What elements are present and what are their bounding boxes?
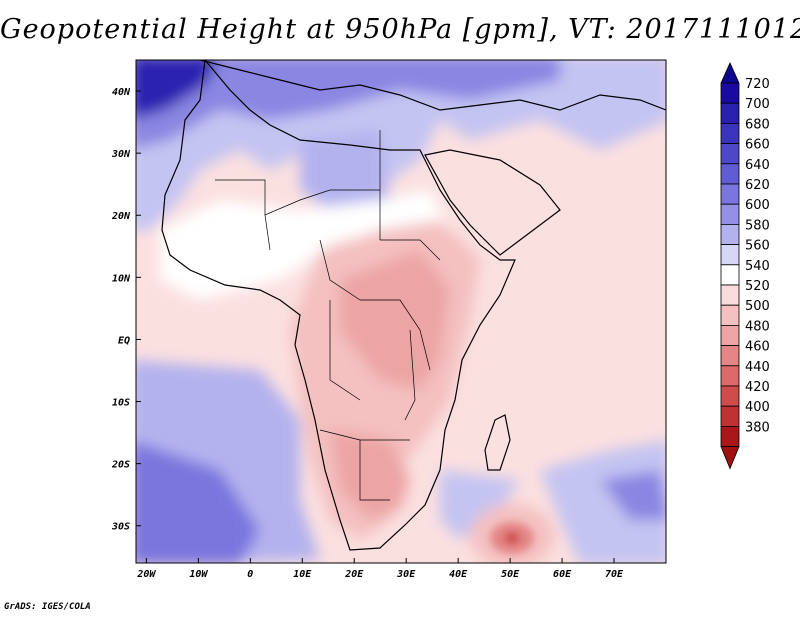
x-tick-label: 50E <box>501 569 520 580</box>
y-tick-label: 10N <box>112 273 131 284</box>
colorbar-label: 460 <box>745 340 770 355</box>
colorbar-swatch <box>720 385 740 407</box>
x-axis: 20W 10W 0 10E 20E 30E 40E 50E 60E 70E <box>136 558 624 580</box>
colorbar-swatch <box>720 102 740 124</box>
arabia-coastline <box>424 149 561 256</box>
map-frame <box>135 59 667 564</box>
x-tick-label: 40E <box>449 569 468 580</box>
y-tick-label: 30S <box>111 522 130 533</box>
high-northwest-core <box>136 60 218 119</box>
colorbar-label: 660 <box>745 138 770 153</box>
y-tick-label: EQ <box>118 335 130 346</box>
y-tick-label: 10S <box>112 398 130 409</box>
africa-coastline <box>161 60 516 551</box>
grads-credit: GrADS: IGES/COLA <box>4 602 91 612</box>
x-tick-label: 70E <box>605 569 624 580</box>
colorbar-label: 420 <box>745 380 770 395</box>
x-tick-label: 30E <box>396 569 416 580</box>
colorbar-label: 700 <box>745 97 770 112</box>
colorbar-swatch <box>720 223 740 245</box>
y-tick-label: 30N <box>111 149 131 160</box>
europe-coastline <box>199 60 666 111</box>
colorbar-swatch <box>720 143 740 165</box>
low-east-africa-core <box>340 250 450 390</box>
high-south-atlantic-core <box>136 442 260 563</box>
colorbar-top-arrow <box>720 62 740 84</box>
colorbar-label: 380 <box>745 420 770 435</box>
colorbar-swatch <box>720 183 740 205</box>
colorbar-label: 500 <box>745 299 770 314</box>
colorbar-swatch <box>720 405 740 427</box>
colorbar-swatch <box>720 163 740 185</box>
colorbar-swatch <box>720 304 740 326</box>
low-southern-africa-core <box>330 430 410 520</box>
colorbar-swatch <box>720 284 740 306</box>
colorbar-label: 560 <box>745 239 770 254</box>
high-south-indian <box>540 440 666 563</box>
x-tick-label: 10W <box>189 569 208 580</box>
x-tick-label: 20W <box>136 569 156 580</box>
madagascar-coastline <box>484 414 511 471</box>
x-tick-label: 60E <box>553 569 572 580</box>
neutral-west-africa <box>160 190 450 300</box>
cyclone-core <box>490 522 534 554</box>
colorbar-label: 440 <box>745 360 770 375</box>
colorbar-swatch <box>720 264 740 286</box>
colorbar-swatch <box>720 82 740 104</box>
x-tick-label: 20E <box>344 569 364 580</box>
colorbar-label: 480 <box>745 319 770 334</box>
colorbar-swatch <box>720 123 740 145</box>
colorbar-bottom-arrow <box>720 446 740 470</box>
colorbar-label: 600 <box>745 198 770 213</box>
colorbar-swatch <box>720 324 740 346</box>
colorbar: 720 700 680 660 640 620 600 580 560 540 520 500 480 4… <box>720 62 770 470</box>
colorbar-label: 640 <box>745 158 770 173</box>
colorbar-swatch <box>720 365 740 387</box>
colorbar-swatch <box>720 244 740 266</box>
low-cyclone-inner <box>504 532 520 544</box>
height-field <box>136 60 666 563</box>
high-southwest-indian <box>440 470 520 540</box>
field-contours <box>136 60 666 563</box>
colorbar-label: 680 <box>745 117 770 132</box>
map-title: Geopotential Height at 950hPa [gpm], VT:… <box>0 14 800 45</box>
x-tick-label: 0 <box>247 569 253 580</box>
high-sahara <box>300 130 390 210</box>
colorbar-label: 400 <box>745 400 770 415</box>
y-axis: 40N 30N 20N 10N EQ 10S 20S 30S <box>111 87 141 533</box>
y-tick-label: 20N <box>111 211 131 222</box>
y-tick-label: 40N <box>112 87 131 98</box>
x-tick-label: 10E <box>293 569 312 580</box>
colorbar-label: 580 <box>745 218 770 233</box>
borders <box>215 130 441 501</box>
coastlines <box>161 60 666 551</box>
colorbar-swatch <box>720 345 740 367</box>
colorbar-label: 540 <box>745 259 770 274</box>
y-tick-label: 20S <box>111 460 130 471</box>
high-south-indian-core <box>600 470 666 520</box>
colorbar-label: 720 <box>745 77 770 92</box>
colorbar-swatch <box>720 425 740 447</box>
colorbar-label: 520 <box>745 279 770 294</box>
colorbar-swatch <box>720 203 740 225</box>
colorbar-label: 620 <box>745 178 770 193</box>
high-north-core <box>136 60 560 149</box>
